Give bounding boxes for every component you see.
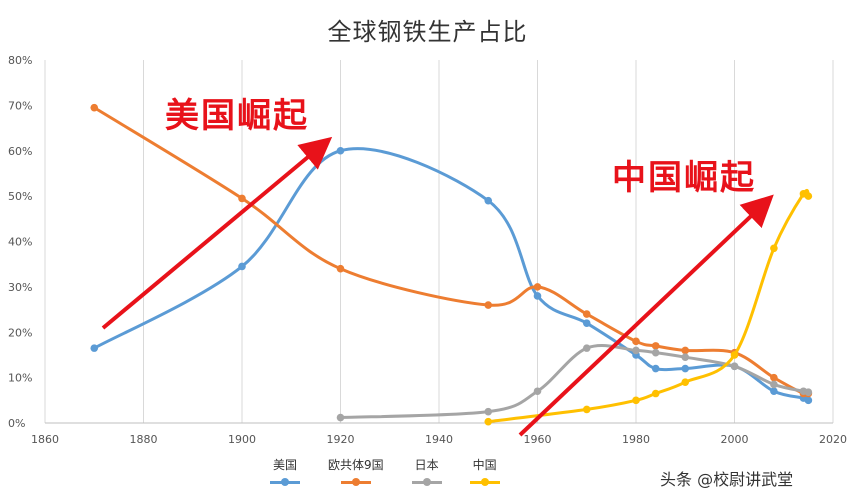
data-point-series-2 <box>582 344 591 352</box>
data-point-series-1 <box>582 310 591 318</box>
data-point-series-2 <box>804 388 813 396</box>
legend-label-eu9: 欧共体9国 <box>328 458 384 472</box>
x-tick-label: 1900 <box>228 433 256 446</box>
data-point-series-3 <box>730 351 739 359</box>
x-tick-label: 1980 <box>622 433 650 446</box>
series-line-3 <box>486 188 810 424</box>
legend-label-us: 美国 <box>272 458 297 472</box>
series-line-2 <box>339 344 810 420</box>
watermark-text: 头条 @校尉讲武堂 <box>660 470 794 489</box>
data-point-series-0 <box>533 292 542 300</box>
data-point-series-3 <box>804 192 813 200</box>
data-point-series-3 <box>582 405 591 414</box>
x-tick-label: 1880 <box>130 433 158 446</box>
data-point-series-0 <box>770 387 778 396</box>
data-point-series-2 <box>632 346 640 355</box>
data-point-series-1 <box>90 103 99 112</box>
data-point-series-1 <box>336 264 345 273</box>
x-tick-label: 2020 <box>819 433 847 446</box>
y-tick-label: 70% <box>8 99 32 112</box>
legend-label-japan: 日本 <box>414 458 439 472</box>
data-point-series-1 <box>533 283 542 291</box>
data-point-series-2 <box>336 413 345 422</box>
x-tick-label: 1960 <box>524 433 552 446</box>
data-point-series-2 <box>681 353 690 362</box>
data-point-series-3 <box>770 244 778 253</box>
data-point-series-3 <box>681 378 690 386</box>
data-point-series-0 <box>651 364 660 373</box>
legend-item-eu9: 欧共体9国 <box>328 456 384 489</box>
chart-title: 全球钢铁生产占比 <box>327 18 528 46</box>
arrow-us-rise <box>101 136 333 330</box>
y-tick-label: 0% <box>8 417 25 430</box>
data-point-series-0 <box>336 146 345 155</box>
data-point-series-2 <box>484 407 493 416</box>
data-point-series-1 <box>651 342 660 350</box>
data-point-series-0 <box>484 196 493 205</box>
chart-legend: 美国 欧共体9国 日本 中国 <box>270 456 500 489</box>
x-tick-label: 2000 <box>721 433 749 446</box>
data-point-series-2 <box>651 348 660 357</box>
data-point-series-2 <box>730 362 739 371</box>
data-point-series-3 <box>484 417 493 426</box>
y-tick-label: 60% <box>8 145 32 158</box>
legend-swatch-eu9 <box>340 475 371 489</box>
legend-swatch-us <box>270 475 300 489</box>
data-point-series-1 <box>681 346 690 355</box>
data-point-series-1 <box>632 337 640 346</box>
data-point-series-3 <box>651 389 660 398</box>
data-point-series-0 <box>582 319 591 327</box>
y-tick-label: 50% <box>8 190 32 203</box>
x-tick-label: 1920 <box>327 433 355 446</box>
data-point-series-1 <box>484 301 493 309</box>
y-tick-label: 20% <box>8 326 32 339</box>
data-point-series-1 <box>770 373 778 382</box>
legend-label-china: 中国 <box>472 458 497 472</box>
legend-item-japan: 日本 <box>411 456 442 489</box>
data-point-series-0 <box>90 344 99 352</box>
series-line-1 <box>92 106 810 397</box>
data-point-series-3 <box>632 396 640 405</box>
y-tick-label: 30% <box>8 281 32 294</box>
legend-item-china: 中国 <box>469 456 500 489</box>
legend-swatch-china <box>469 475 500 489</box>
data-point-series-0 <box>681 364 690 373</box>
y-tick-label: 10% <box>8 372 32 385</box>
y-tick-label: 80% <box>8 54 32 67</box>
annotation-us-rise: 美国崛起 <box>165 96 309 136</box>
legend-swatch-japan <box>411 475 442 489</box>
data-point-series-2 <box>770 380 778 389</box>
annotation-china-rise: 中国崛起 <box>612 158 756 198</box>
x-tick-label: 1860 <box>31 433 59 446</box>
data-point-series-1 <box>238 194 246 203</box>
arrow-china-rise <box>518 194 774 437</box>
legend-item-us: 美国 <box>270 456 300 489</box>
data-point-series-0 <box>804 396 813 405</box>
x-tick-label: 1940 <box>425 433 453 446</box>
data-point-series-0 <box>238 262 246 271</box>
data-point-series-2 <box>533 387 542 396</box>
y-tick-label: 40% <box>8 236 32 249</box>
